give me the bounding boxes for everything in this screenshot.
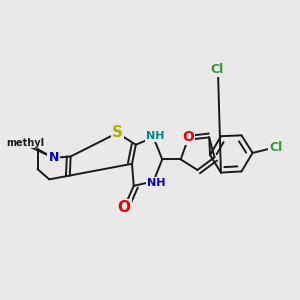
Text: O: O	[118, 200, 130, 215]
Text: NH: NH	[146, 178, 165, 188]
Text: N: N	[49, 152, 59, 164]
Text: O: O	[182, 130, 194, 144]
Text: NH: NH	[146, 131, 164, 141]
Text: Cl: Cl	[210, 63, 223, 76]
Text: Cl: Cl	[269, 141, 283, 154]
Text: S: S	[112, 125, 123, 140]
Text: methyl: methyl	[7, 138, 45, 148]
